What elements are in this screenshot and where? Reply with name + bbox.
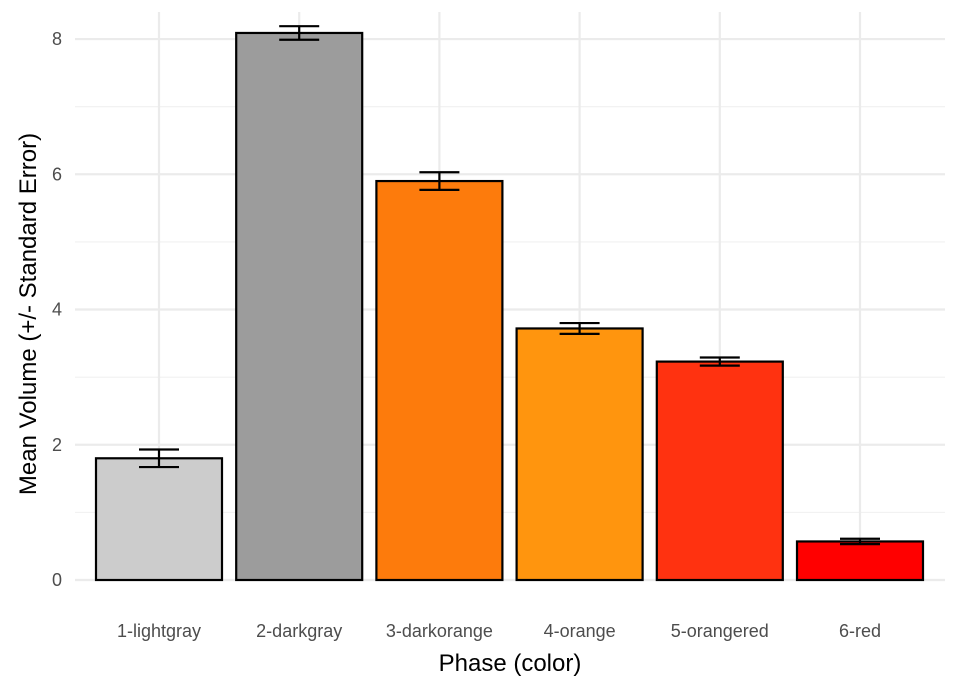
error-bar-1-lightgray <box>139 448 179 469</box>
error-bars <box>139 25 880 546</box>
x-axis-title: Phase (color) <box>439 650 582 677</box>
x-tick-label: 1-lightgray <box>117 621 201 641</box>
y-tick-label: 8 <box>52 29 62 49</box>
x-tick-label: 6-red <box>839 621 881 641</box>
bar-2-darkgray <box>235 31 364 582</box>
y-tick-label: 0 <box>52 570 62 590</box>
y-tick-labels: 0 2 4 6 8 <box>52 29 62 590</box>
bar-4-orange <box>515 327 644 582</box>
bar-5-orangered <box>655 360 784 582</box>
bar-1-lightgray <box>94 457 224 582</box>
bars <box>94 31 925 582</box>
x-tick-label: 5-orangered <box>671 621 769 641</box>
error-bar-3-darkorange <box>419 171 460 191</box>
x-tick-label: 2-darkgray <box>256 621 342 641</box>
y-tick-label: 2 <box>52 435 62 455</box>
y-tick-label: 4 <box>52 300 62 320</box>
error-bar-6-red <box>840 537 880 546</box>
y-tick-label: 6 <box>52 164 62 184</box>
error-bar-4-orange <box>559 321 600 335</box>
error-bar-5-orangered <box>699 356 740 367</box>
x-tick-label: 3-darkorange <box>386 621 493 641</box>
bar-6-red <box>795 540 925 582</box>
x-tick-labels: 1-lightgray 2-darkgray 3-darkorange 4-orang… <box>117 621 881 641</box>
bar-3-darkorange <box>375 179 504 582</box>
x-tick-label: 4-orange <box>544 621 616 641</box>
error-bar-2-darkgray <box>279 25 320 41</box>
y-axis-title: Mean Volume (+/- Standard Error) <box>15 133 42 495</box>
